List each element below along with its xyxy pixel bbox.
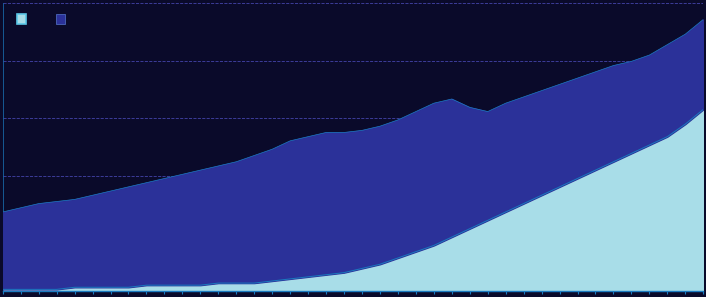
Legend: , : , bbox=[17, 12, 67, 27]
